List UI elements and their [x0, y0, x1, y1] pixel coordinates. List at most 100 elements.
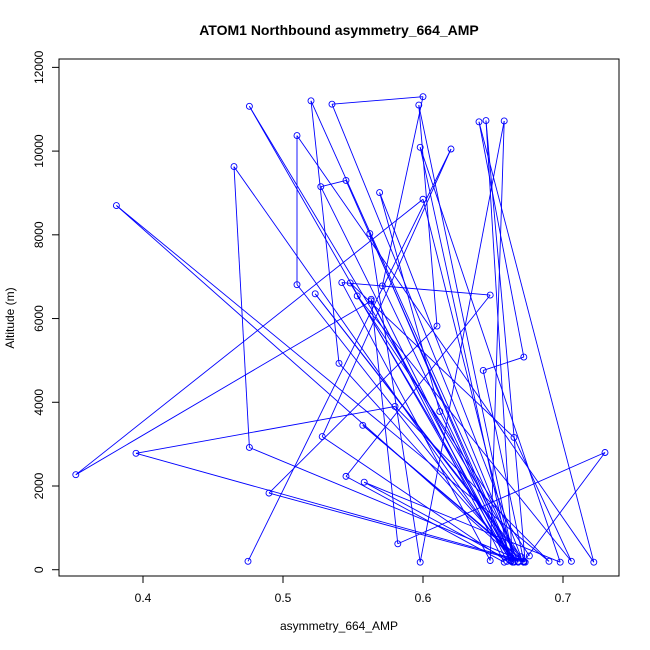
- data-point: [72, 471, 80, 479]
- plot-frame: [58, 58, 620, 577]
- series-line-segment: [296, 284, 512, 558]
- y-axis: 0 2000 4000 6000 8000 10000 12000: [32, 50, 59, 573]
- data-point: [353, 292, 361, 300]
- data-point: [510, 433, 518, 441]
- data-point: [601, 449, 609, 456]
- series-line-segment: [369, 233, 421, 563]
- series-line-segment: [135, 452, 524, 562]
- data-point: [328, 100, 336, 108]
- data-point: [545, 557, 553, 565]
- data-point: [475, 118, 483, 126]
- series-line-segment: [397, 452, 606, 545]
- data-point: [244, 557, 252, 565]
- data-point: [317, 183, 325, 191]
- data-point: [230, 163, 238, 171]
- series-line-segment: [369, 233, 512, 562]
- series-line-segment: [233, 166, 512, 561]
- series-line-segment: [370, 299, 399, 544]
- data-point: [394, 540, 402, 548]
- data-point: [556, 558, 564, 566]
- data-point: [507, 557, 515, 565]
- x-tick-label: 0.6: [415, 591, 432, 605]
- series-line-segment: [489, 120, 505, 561]
- series-line-segment: [513, 437, 572, 562]
- series-layer: [72, 93, 609, 566]
- series-line-segment: [331, 104, 519, 563]
- y-axis-label: Altitude (m): [3, 287, 17, 348]
- data-point: [293, 132, 301, 140]
- x-axis-label: asymmetry_664_AMP: [280, 619, 398, 633]
- series-line-segment: [356, 295, 572, 562]
- data-point: [265, 489, 273, 497]
- series-line-segment: [381, 96, 424, 286]
- series-line-segment: [116, 205, 519, 562]
- y-tick-label: 0: [32, 566, 46, 573]
- series-line-segment: [135, 406, 396, 454]
- data-point: [359, 421, 367, 429]
- series-line-segment: [418, 105, 438, 327]
- y-tick-label: 4000: [32, 389, 46, 416]
- data-point: [293, 281, 301, 289]
- series-line-segment: [331, 96, 424, 105]
- data-point: [486, 557, 494, 564]
- data-point: [433, 322, 441, 330]
- data-point: [507, 553, 515, 561]
- data-point: [486, 291, 494, 299]
- data-point: [416, 558, 424, 566]
- series-line-segment: [483, 356, 524, 371]
- series-line-segment: [363, 481, 513, 563]
- data-point: [342, 176, 350, 184]
- data-point: [419, 195, 427, 203]
- y-tick-label: 8000: [32, 221, 46, 248]
- series-line-segment: [345, 294, 491, 477]
- data-point: [367, 295, 375, 303]
- data-point: [447, 145, 455, 153]
- data-point: [245, 102, 253, 110]
- data-point: [500, 558, 508, 566]
- data-point: [318, 433, 326, 441]
- series-line-segment: [523, 452, 606, 562]
- series-line-segment: [478, 121, 525, 358]
- series-line-segment: [356, 295, 530, 557]
- series-line-segment: [320, 179, 347, 188]
- x-tick-label: 0.4: [135, 591, 152, 605]
- series-line-segment: [349, 282, 515, 438]
- data-point: [366, 230, 374, 238]
- data-point: [416, 143, 424, 151]
- y-tick-label: 6000: [32, 305, 46, 332]
- data-point: [520, 557, 528, 565]
- series-line-segment: [75, 198, 424, 476]
- y-tick-label: 10000: [32, 134, 46, 168]
- x-axis: 0.4 0.5 0.6 0.7: [135, 576, 572, 605]
- data-point: [567, 557, 575, 565]
- series-line-segment: [364, 481, 561, 563]
- y-tick-label: 2000: [32, 472, 46, 499]
- series-line-segment: [247, 148, 452, 562]
- data-point: [500, 117, 508, 125]
- series-line-segment: [249, 447, 524, 562]
- series-line-segment: [321, 436, 508, 562]
- series-line-segment: [75, 300, 372, 476]
- series-line-segment: [482, 370, 525, 562]
- data-point: [245, 444, 253, 451]
- data-point: [378, 282, 386, 290]
- series-line-segment: [321, 148, 452, 437]
- data-point: [311, 290, 319, 298]
- series-line-segment: [341, 282, 491, 296]
- series-line-segment: [478, 121, 595, 563]
- series-line-segment: [345, 475, 505, 563]
- data-point: [525, 552, 533, 560]
- data-point: [436, 408, 444, 415]
- series-line-segment: [418, 104, 515, 562]
- series-line-segment: [370, 299, 505, 563]
- y-tick-label: 12000: [32, 50, 46, 84]
- data-point: [415, 101, 423, 109]
- data-point: [338, 279, 346, 286]
- data-point: [419, 93, 427, 101]
- x-tick-label: 0.5: [275, 591, 292, 605]
- data-point: [132, 449, 140, 457]
- data-point: [391, 403, 399, 410]
- series-line-segment: [419, 120, 505, 563]
- series-line-segment: [249, 106, 525, 563]
